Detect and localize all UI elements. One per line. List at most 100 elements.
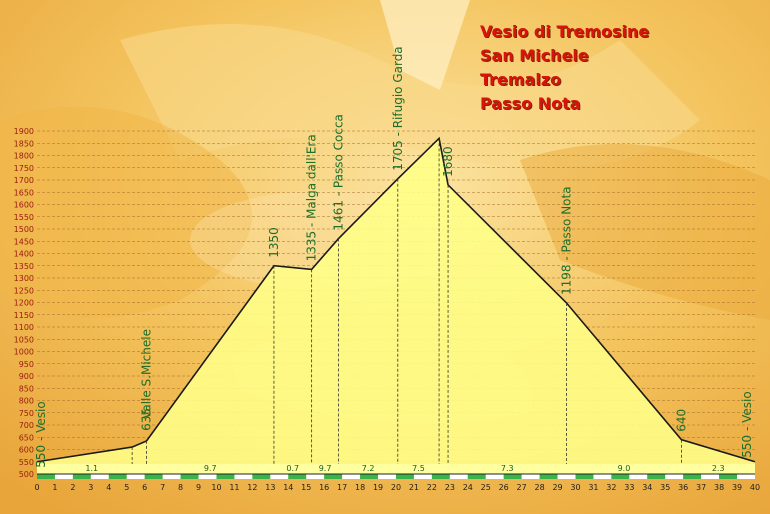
x-axis-band — [216, 474, 235, 479]
segment-label: 9.0 — [618, 464, 631, 473]
x-axis-band — [503, 474, 522, 479]
waypoint-label: 640 — [674, 409, 688, 432]
y-tick-label: 1300 — [14, 274, 34, 283]
x-tick-label: 5 — [124, 483, 129, 492]
x-axis-band — [665, 474, 684, 479]
x-tick-label: 39 — [732, 483, 742, 492]
y-tick-label: 800 — [19, 397, 34, 406]
y-tick-label: 1800 — [14, 152, 34, 161]
y-tick-label: 900 — [19, 372, 34, 381]
x-axis-ticks: 0 1 2 3 4 5 6 7 8 9 10 11 12 13 14 15 16 17 18 19 20 21 22 23 24… — [34, 473, 760, 492]
x-axis-band — [108, 474, 127, 479]
y-tick-label: 550 — [19, 458, 34, 467]
profile-line — [36, 136, 756, 463]
y-tick-label: 850 — [19, 384, 34, 393]
waypoint-label: 1350 — [267, 227, 281, 258]
x-tick-label: 33 — [624, 483, 634, 492]
segment-label: 2.3 — [712, 464, 725, 473]
x-axis-band — [701, 474, 720, 479]
x-axis-band — [683, 474, 702, 479]
y-tick-label: 1200 — [14, 299, 34, 308]
waypoint-label: 1680 — [441, 146, 455, 177]
x-axis-band — [72, 474, 91, 479]
x-tick-label: 34 — [642, 483, 652, 492]
x-tick-label: 22 — [427, 483, 437, 492]
title-line-1: Vesio di Tremosine — [480, 22, 650, 41]
x-tick-label: 20 — [391, 483, 401, 492]
y-tick-label: 1750 — [14, 164, 34, 173]
y-tick-label: 750 — [19, 409, 34, 418]
x-tick-label: 36 — [678, 483, 688, 492]
y-tick-label: 1350 — [14, 262, 34, 271]
x-tick-label: 32 — [606, 483, 616, 492]
x-tick-label: 15 — [301, 483, 311, 492]
y-tick-label: 500 — [19, 470, 34, 479]
x-tick-label: 4 — [106, 483, 111, 492]
x-tick-label: 18 — [355, 483, 365, 492]
segment-label: 0.7 — [286, 464, 299, 473]
x-axis-band — [360, 474, 379, 479]
y-tick-label: 650 — [19, 433, 34, 442]
y-tick-label: 1400 — [14, 250, 34, 259]
x-tick-label: 29 — [552, 483, 562, 492]
waypoint-label: Valle S.Michele — [139, 329, 153, 419]
x-tick-label: 13 — [265, 483, 275, 492]
y-tick-label: 1700 — [14, 176, 34, 185]
x-axis-band — [90, 474, 109, 479]
y-tick-label: 950 — [19, 360, 34, 369]
x-tick-label: 37 — [696, 483, 706, 492]
segment-label: 7.3 — [501, 464, 514, 473]
x-axis-band — [737, 474, 755, 479]
title-line-4: Passo Nota — [480, 94, 581, 113]
x-axis-band — [324, 474, 343, 479]
x-tick-label: 38 — [714, 483, 724, 492]
segment-bar: 1.1 9.7 0.7 9.7 7.2 7.5 7.3 9.0 2.3 — [37, 464, 755, 474]
x-tick-label: 26 — [499, 483, 509, 492]
x-tick-label: 30 — [570, 483, 580, 492]
waypoint-label: 1461 - Passo Cocca — [332, 114, 346, 230]
waypoint-drop-lines — [131, 138, 682, 474]
x-axis-band — [719, 474, 738, 479]
x-axis-band — [126, 474, 145, 479]
x-axis-band — [342, 474, 361, 479]
x-axis-band — [431, 474, 450, 479]
x-tick-label: 6 — [142, 483, 147, 492]
waypoint-label: 635 — [139, 408, 153, 431]
segment-strip — [37, 464, 755, 474]
profile-fill — [37, 138, 755, 474]
x-axis-band — [593, 474, 612, 479]
x-tick-label: 3 — [88, 483, 93, 492]
x-tick-label: 1 — [52, 483, 57, 492]
segment-label: 7.5 — [412, 464, 425, 473]
waypoint-label: 550 - Vesio — [740, 391, 754, 457]
x-tick-label: 7 — [160, 483, 165, 492]
y-tick-label: 600 — [19, 446, 34, 455]
segment-label: 9.7 — [204, 464, 217, 473]
y-tick-label: 700 — [19, 421, 34, 430]
x-tick-label: 8 — [178, 483, 183, 492]
x-axis-band — [521, 474, 540, 479]
x-tick-label: 40 — [750, 483, 760, 492]
x-axis-band — [270, 474, 289, 479]
x-axis-band — [198, 474, 217, 479]
y-tick-label: 1000 — [14, 348, 34, 357]
waypoint-label: 550 - Vesio — [34, 401, 48, 467]
x-axis-band — [252, 474, 271, 479]
x-axis-band — [180, 474, 199, 479]
y-tick-label: 1900 — [14, 127, 34, 136]
y-tick-label: 1150 — [14, 311, 34, 320]
waypoint-label: 1198 - Passo Nota — [560, 186, 574, 295]
title-line-2: San Michele — [480, 46, 589, 65]
x-tick-label: 31 — [588, 483, 598, 492]
x-tick-label: 25 — [481, 483, 491, 492]
x-axis-band — [467, 474, 486, 479]
x-axis-band — [37, 474, 55, 479]
x-tick-label: 16 — [319, 483, 329, 492]
x-tick-label: 2 — [70, 483, 75, 492]
x-axis-band — [629, 474, 648, 479]
y-tick-label: 1850 — [14, 139, 34, 148]
x-axis-band — [306, 474, 325, 479]
x-axis-band — [449, 474, 468, 479]
